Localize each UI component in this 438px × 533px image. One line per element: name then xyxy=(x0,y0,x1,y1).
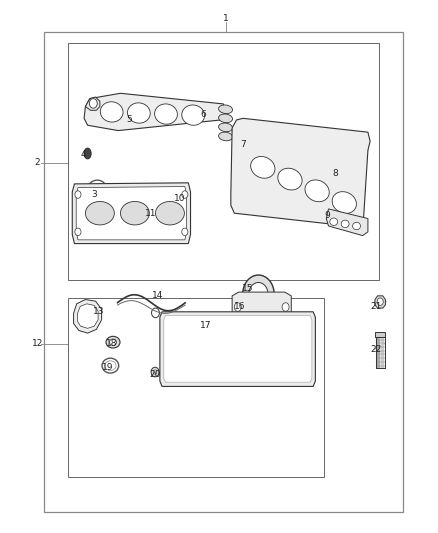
Polygon shape xyxy=(375,332,385,337)
Bar xyxy=(68,298,324,477)
Ellipse shape xyxy=(341,220,349,228)
Ellipse shape xyxy=(330,218,338,225)
Text: 18: 18 xyxy=(106,340,117,348)
Text: 10: 10 xyxy=(174,194,185,203)
Ellipse shape xyxy=(278,168,302,190)
Ellipse shape xyxy=(249,282,268,306)
Ellipse shape xyxy=(332,192,357,213)
Text: 19: 19 xyxy=(102,364,113,372)
Text: 3: 3 xyxy=(91,190,97,198)
Text: 13: 13 xyxy=(93,308,104,316)
Ellipse shape xyxy=(127,103,150,123)
Text: 1: 1 xyxy=(223,14,229,23)
Polygon shape xyxy=(160,312,315,386)
Ellipse shape xyxy=(243,275,274,313)
Text: 20: 20 xyxy=(150,370,161,378)
Polygon shape xyxy=(375,296,385,308)
Text: 4: 4 xyxy=(81,150,86,159)
Ellipse shape xyxy=(84,148,91,159)
Text: 14: 14 xyxy=(152,292,163,300)
Text: 8: 8 xyxy=(332,169,338,177)
Text: 17: 17 xyxy=(200,321,212,329)
Ellipse shape xyxy=(155,104,177,124)
Ellipse shape xyxy=(182,105,205,125)
Ellipse shape xyxy=(182,228,188,236)
Text: 9: 9 xyxy=(325,212,331,220)
Ellipse shape xyxy=(106,336,120,348)
Ellipse shape xyxy=(305,180,329,201)
Ellipse shape xyxy=(219,123,233,132)
Polygon shape xyxy=(326,209,368,236)
Text: 15: 15 xyxy=(242,285,253,293)
Ellipse shape xyxy=(234,303,241,311)
Polygon shape xyxy=(72,183,191,244)
Ellipse shape xyxy=(377,298,383,305)
Ellipse shape xyxy=(120,201,149,225)
Ellipse shape xyxy=(251,157,275,178)
Ellipse shape xyxy=(153,370,157,374)
Text: 5: 5 xyxy=(126,116,132,124)
Text: 12: 12 xyxy=(32,340,43,348)
Polygon shape xyxy=(76,187,187,240)
Bar xyxy=(44,32,403,512)
Ellipse shape xyxy=(182,191,188,198)
Ellipse shape xyxy=(219,132,233,141)
Bar xyxy=(68,43,379,280)
Ellipse shape xyxy=(85,201,114,225)
Ellipse shape xyxy=(75,228,81,236)
Ellipse shape xyxy=(353,222,360,230)
Text: 2: 2 xyxy=(35,158,40,167)
Ellipse shape xyxy=(282,303,289,311)
Text: 7: 7 xyxy=(240,141,246,149)
Ellipse shape xyxy=(89,99,97,108)
Ellipse shape xyxy=(110,339,117,345)
Ellipse shape xyxy=(100,102,123,122)
Ellipse shape xyxy=(152,308,159,318)
Text: 21: 21 xyxy=(370,302,381,311)
Ellipse shape xyxy=(75,191,81,198)
Ellipse shape xyxy=(219,105,233,114)
Polygon shape xyxy=(84,93,226,131)
Polygon shape xyxy=(85,97,100,110)
Polygon shape xyxy=(78,304,98,328)
Polygon shape xyxy=(231,118,370,227)
Ellipse shape xyxy=(151,367,159,377)
Ellipse shape xyxy=(155,201,184,225)
Ellipse shape xyxy=(219,114,233,123)
Polygon shape xyxy=(74,300,102,333)
Text: 22: 22 xyxy=(370,345,381,353)
Text: 11: 11 xyxy=(145,209,157,217)
Text: 16: 16 xyxy=(234,302,246,311)
Text: 6: 6 xyxy=(201,110,207,119)
Polygon shape xyxy=(164,316,312,382)
Polygon shape xyxy=(232,292,291,321)
